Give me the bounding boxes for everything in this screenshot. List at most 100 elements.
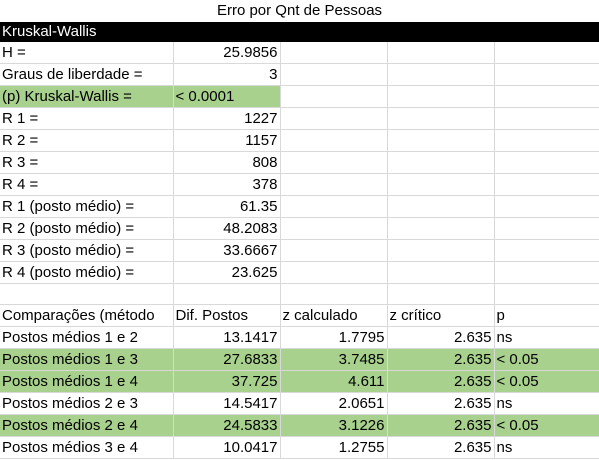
empty-cell[interactable] (280, 173, 388, 196)
stat-label-cell[interactable]: R 2 = (0, 129, 174, 152)
comparison-cell[interactable]: 2.635 (387, 414, 495, 437)
comparison-cell[interactable]: 27.6833 (173, 348, 281, 371)
stat-row: R 1 (posto médio) = 61.35 (0, 195, 599, 218)
comparison-cell[interactable]: Postos médios 2 e 4 (0, 414, 174, 437)
comparison-header-cell[interactable]: Dif. Postos (173, 304, 281, 327)
empty-cell[interactable] (280, 42, 388, 64)
comparison-cell[interactable]: 14.5417 (173, 392, 281, 415)
stat-value-cell[interactable]: 48.2083 (173, 217, 281, 240)
comparison-cell[interactable]: 2.635 (387, 436, 495, 459)
stat-value-cell[interactable]: 61.35 (173, 195, 281, 218)
comparison-cell[interactable]: Postos médios 2 e 3 (0, 392, 174, 415)
empty-cell[interactable] (387, 107, 495, 130)
comparison-cell[interactable]: 37.725 (173, 370, 281, 393)
comparison-cell[interactable]: ns (494, 436, 599, 459)
comparison-cell[interactable]: 24.5833 (173, 414, 281, 437)
stat-value-cell[interactable]: 3 (173, 63, 281, 86)
comparison-cell[interactable]: ns (494, 326, 599, 349)
empty-cell[interactable] (387, 63, 495, 86)
empty-cell[interactable] (280, 107, 388, 130)
stat-label-cell[interactable]: R 1 (posto médio) = (0, 195, 174, 218)
stat-label-cell[interactable]: R 1 = (0, 107, 174, 130)
comparison-cell[interactable]: Postos médios 1 e 2 (0, 326, 174, 349)
comparison-cell[interactable]: 1.7795 (280, 326, 388, 349)
comparison-cell[interactable]: < 0.05 (494, 414, 599, 437)
stat-value-cell[interactable]: 23.625 (173, 261, 281, 284)
empty-cell[interactable] (280, 283, 388, 305)
stat-label-cell[interactable]: R 2 (posto médio) = (0, 217, 174, 240)
comparison-cell[interactable]: Postos médios 1 e 4 (0, 370, 174, 393)
empty-cell[interactable] (280, 151, 388, 174)
comparison-cell[interactable]: 2.635 (387, 348, 495, 371)
comparison-cell[interactable]: Postos médios 3 e 4 (0, 436, 174, 459)
comparison-header-cell[interactable]: p (494, 304, 599, 327)
stat-row: R 4 (posto médio) = 23.625 (0, 261, 599, 284)
stat-value-cell[interactable]: 378 (173, 173, 281, 196)
stat-value-cell[interactable]: 1157 (173, 129, 281, 152)
comparison-cell[interactable]: Postos médios 1 e 3 (0, 348, 174, 371)
empty-cell[interactable] (387, 151, 495, 174)
comparison-cell[interactable]: 2.635 (387, 370, 495, 393)
stat-value-cell[interactable]: 808 (173, 151, 281, 174)
empty-cell[interactable] (494, 63, 599, 86)
comparison-cell[interactable]: 3.7485 (280, 348, 388, 371)
comparison-header-cell[interactable]: z calculado (280, 304, 388, 327)
comparison-header-cell[interactable]: z crítico (387, 304, 495, 327)
stat-label-cell[interactable]: R 3 = (0, 151, 174, 174)
empty-cell[interactable] (280, 63, 388, 86)
comparison-cell[interactable]: ns (494, 392, 599, 415)
empty-cell[interactable] (280, 129, 388, 152)
empty-cell[interactable] (387, 217, 495, 240)
empty-cell[interactable] (280, 195, 388, 218)
empty-cell[interactable] (280, 217, 388, 240)
empty-cell[interactable] (494, 195, 599, 218)
comparison-cell[interactable]: 2.635 (387, 392, 495, 415)
empty-cell[interactable] (387, 239, 495, 262)
empty-cell[interactable] (387, 195, 495, 218)
empty-cell[interactable] (494, 173, 599, 196)
comparison-cell[interactable]: 4.611 (280, 370, 388, 393)
empty-cell[interactable] (494, 107, 599, 130)
comparison-cell[interactable]: 2.635 (387, 326, 495, 349)
empty-cell[interactable] (494, 261, 599, 284)
stat-label-cell[interactable]: (p) Kruskal-Wallis = (0, 85, 174, 108)
empty-cell[interactable] (387, 129, 495, 152)
empty-cell[interactable] (387, 283, 495, 305)
empty-cell[interactable] (494, 283, 599, 305)
stat-label-cell[interactable]: R 4 (posto médio) = (0, 261, 174, 284)
comparison-cell[interactable]: 2.0651 (280, 392, 388, 415)
stat-label-cell[interactable]: R 4 = (0, 173, 174, 196)
comparison-cell[interactable]: 13.1417 (173, 326, 281, 349)
comparison-cell[interactable]: 3.1226 (280, 414, 388, 437)
empty-cell[interactable] (0, 283, 174, 305)
stat-label-cell[interactable]: H = (0, 42, 174, 64)
stat-value-cell[interactable]: 1227 (173, 107, 281, 130)
empty-cell[interactable] (494, 239, 599, 262)
empty-cell[interactable] (387, 42, 495, 64)
empty-cell[interactable] (280, 239, 388, 262)
stat-row: R 3 = 808 (0, 151, 599, 174)
stat-value-cell[interactable]: 25.9856 (173, 42, 281, 64)
empty-cell[interactable] (494, 129, 599, 152)
comparison-header-cell[interactable]: Comparações (método (0, 304, 174, 327)
empty-cell[interactable] (494, 42, 599, 64)
empty-cell[interactable] (387, 261, 495, 284)
empty-cell[interactable] (280, 261, 388, 284)
comparison-cell[interactable]: < 0.05 (494, 370, 599, 393)
empty-cell[interactable] (173, 283, 281, 305)
stat-value-cell[interactable]: < 0.0001 (173, 85, 281, 108)
stat-label-cell[interactable]: Graus de liberdade = (0, 63, 174, 86)
empty-cell[interactable] (494, 217, 599, 240)
empty-cell[interactable] (494, 151, 599, 174)
spreadsheet-grid: H = 25.9856 Graus de liberdade = 3 (p) Krusk… (0, 42, 599, 459)
stat-row: R 2 (posto médio) = 48.2083 (0, 217, 599, 240)
comparison-cell[interactable]: 10.0417 (173, 436, 281, 459)
empty-cell[interactable] (494, 85, 599, 108)
empty-cell[interactable] (387, 173, 495, 196)
stat-value-cell[interactable]: 33.6667 (173, 239, 281, 262)
empty-cell[interactable] (387, 85, 495, 108)
comparison-cell[interactable]: 1.2755 (280, 436, 388, 459)
stat-label-cell[interactable]: R 3 (posto médio) = (0, 239, 174, 262)
comparison-cell[interactable]: < 0.05 (494, 348, 599, 371)
empty-cell[interactable] (280, 85, 388, 108)
